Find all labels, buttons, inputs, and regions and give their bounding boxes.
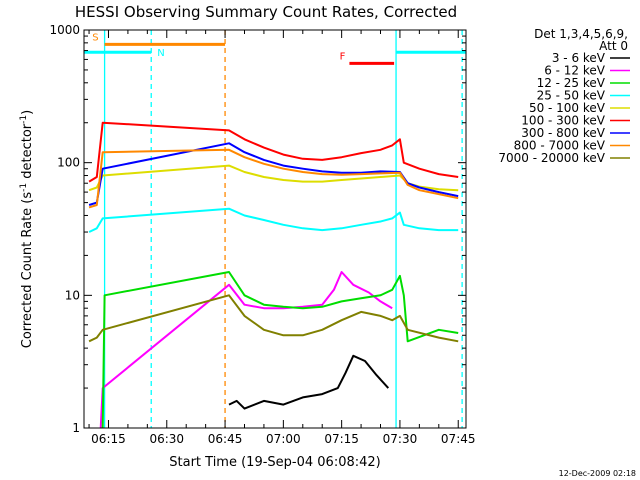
legend-label-5: 100 - 300 keV [521, 114, 605, 128]
y-axis-label: Corrected Count Rate (s-1 detector-1) [19, 110, 35, 348]
x-tick-label: 07:00 [266, 432, 301, 446]
series-line-3 [88, 207, 459, 233]
series-line-6 [88, 142, 459, 206]
legend-label-0: 3 - 6 keV [552, 51, 606, 65]
x-tick-label: 07:30 [383, 432, 418, 446]
legend-header-line2: Att 0 [599, 39, 628, 53]
legend-label-3: 25 - 50 keV [537, 89, 606, 103]
y-axis-label-sup1: -1 [19, 183, 29, 192]
y-axis-label-end: ) [20, 110, 35, 115]
series-line-7 [88, 148, 459, 209]
series-line-5 [88, 121, 459, 183]
x-tick-label: 07:15 [324, 432, 359, 446]
status-bar-label-0: S [92, 32, 98, 43]
series-line-0 [228, 354, 390, 410]
chart-title: HESSI Observing Summary Count Rates, Cor… [75, 3, 457, 21]
legend-label-7: 800 - 7000 keV [514, 139, 606, 153]
legend-label-8: 7000 - 20000 keV [498, 151, 605, 165]
x-tick-label: 06:30 [149, 432, 184, 446]
x-axis-label: Start Time (19-Sep-04 06:08:42) [169, 455, 380, 470]
x-axis: 06:15 06:30 06:45 07:00 07:15 07:30 07:45 [88, 30, 476, 446]
status-bar-label-3: F [340, 51, 346, 62]
y-axis-label-main: Corrected Count Rate (s [20, 192, 35, 349]
x-tick-label: 07:45 [441, 432, 476, 446]
x-tick-label: 06:15 [91, 432, 126, 446]
y-tick-label: 100 [57, 156, 80, 170]
status-bar-label-1: N [157, 48, 164, 59]
x-tick-label: 06:45 [208, 432, 243, 446]
plot-marks: S N F [84, 30, 466, 429]
legend-header-line1: Det 1,3,4,5,6,9, [534, 27, 628, 41]
footer-date: 12-Dec-2009 02:18 [559, 469, 636, 478]
series-line-1 [99, 271, 393, 429]
y-axis-label-sup2: -1 [19, 115, 29, 124]
y-tick-label: 1000 [49, 23, 80, 37]
series-line-8 [88, 294, 459, 343]
legend-label-2: 12 - 25 keV [537, 76, 606, 90]
y-axis-label-mid: detector [20, 123, 35, 183]
legend-label-6: 300 - 800 keV [521, 126, 605, 140]
legend-label-1: 6 - 12 keV [544, 64, 606, 78]
plot-frame [83, 29, 467, 429]
series-line-2 [101, 271, 459, 429]
y-tick-label: 10 [65, 288, 80, 302]
legend-label-4: 50 - 100 keV [529, 101, 606, 115]
y-axis: 1 10 100 1000 [49, 23, 466, 435]
y-tick-label: 1 [72, 421, 80, 435]
